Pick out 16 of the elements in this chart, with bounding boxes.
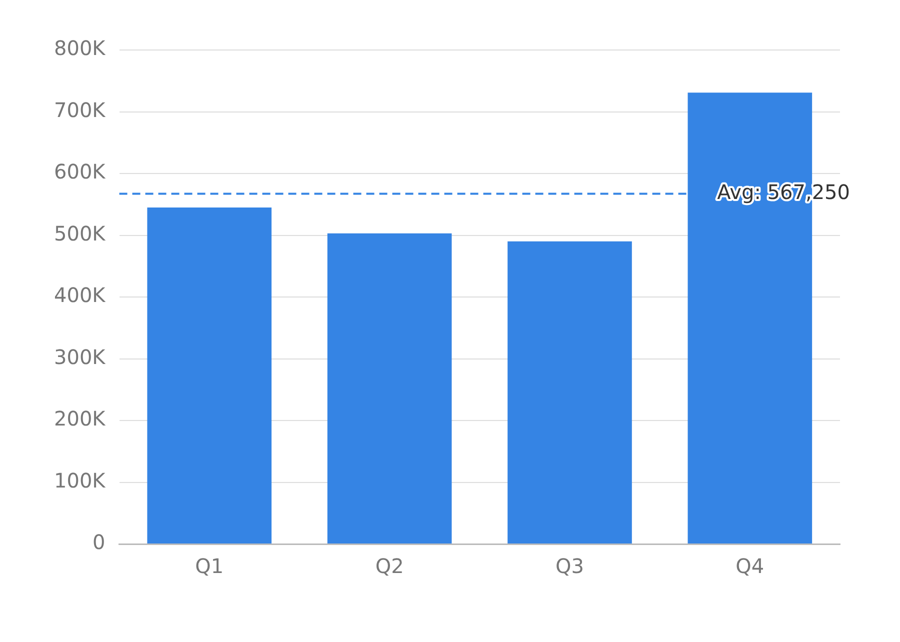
y-tick-label: 500K	[54, 221, 106, 246]
y-tick-label: 700K	[54, 98, 106, 122]
x-tick-label: Q2	[375, 554, 404, 578]
bar	[327, 233, 452, 544]
bar	[147, 207, 272, 544]
y-tick-label: 800K	[54, 36, 106, 60]
x-tick-label: Q1	[195, 554, 224, 578]
x-tick-label: Q3	[556, 554, 584, 578]
x-tick-label: Q4	[736, 554, 764, 578]
y-tick-label: 400K	[54, 283, 106, 308]
y-tick-label: 300K	[54, 344, 106, 369]
y-tick-label: 200K	[54, 406, 106, 431]
y-tick-label: 100K	[54, 468, 106, 492]
bar	[508, 241, 632, 544]
y-tick-label: 600K	[54, 160, 106, 184]
y-tick-label: 0	[92, 530, 106, 554]
